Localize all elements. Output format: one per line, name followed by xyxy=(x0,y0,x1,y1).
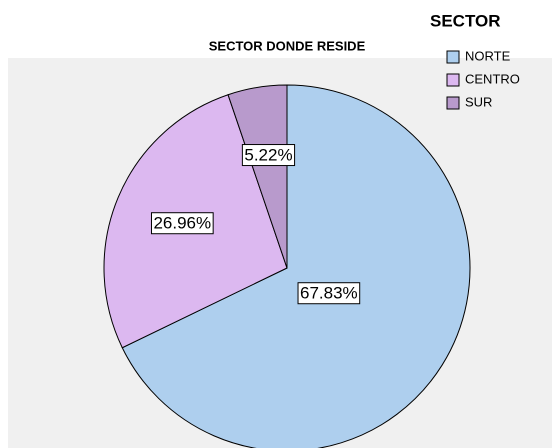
pie-slice xyxy=(121,84,471,448)
legend-swatch xyxy=(446,96,460,110)
legend-label: NORTE xyxy=(465,48,511,63)
legend-label: CENTRO xyxy=(465,71,520,86)
pie-slice xyxy=(227,84,288,269)
data-label: 5.22% xyxy=(244,146,292,165)
data-label-box xyxy=(297,282,361,305)
legend-swatch xyxy=(446,73,460,87)
data-label: 67.83% xyxy=(300,284,358,303)
legend-label: SUR xyxy=(465,94,492,109)
data-label-box xyxy=(241,144,296,167)
legend-swatch xyxy=(446,50,460,64)
legend-title: SECTOR xyxy=(430,11,501,30)
data-label-box xyxy=(150,212,214,235)
chart-title: SECTOR DONDE RESIDE xyxy=(209,38,366,53)
data-label: 26.96% xyxy=(153,214,211,233)
